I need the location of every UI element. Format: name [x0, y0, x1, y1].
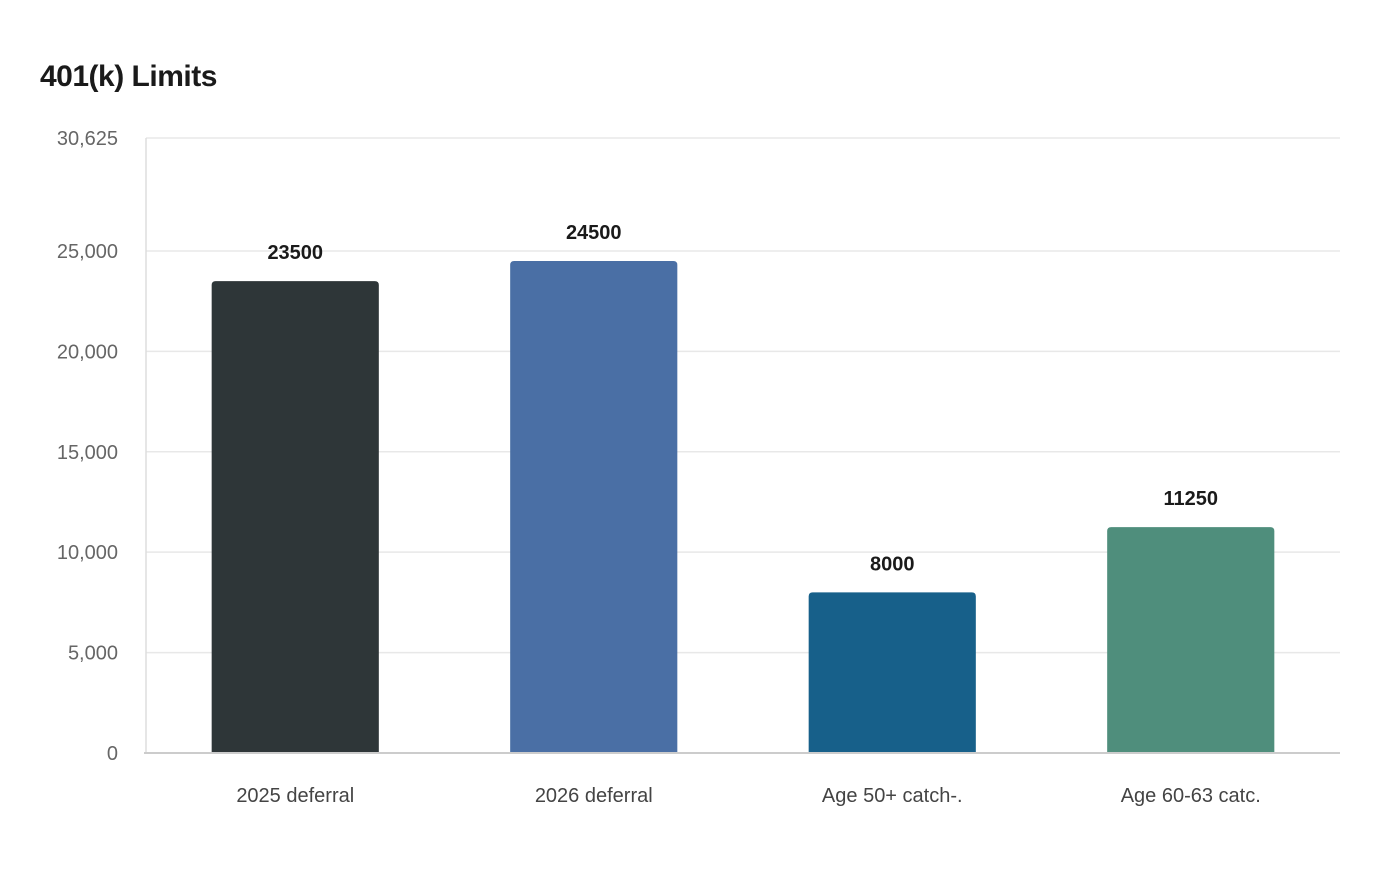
bar	[510, 261, 678, 753]
y-tick-label: 20,000	[57, 341, 118, 363]
data-label: 11250	[1163, 488, 1218, 510]
bar	[211, 281, 379, 753]
y-tick-label: 25,000	[57, 241, 118, 263]
y-tick-label: 0	[107, 743, 118, 765]
y-tick-label: 15,000	[57, 442, 118, 464]
data-label: 23500	[267, 242, 323, 264]
bar	[808, 592, 976, 753]
data-label: 24500	[566, 222, 622, 244]
data-label: 8000	[870, 553, 915, 575]
bar	[1107, 527, 1275, 753]
chart-title: 401(k) Limits	[40, 60, 217, 93]
x-tick-label: Age 60-63 catc.	[1121, 785, 1261, 807]
y-tick-label: 10,000	[57, 542, 118, 564]
x-tick-label: 2025 deferral	[236, 785, 354, 807]
y-tick-label: 30,625	[57, 128, 118, 150]
x-tick-label: Age 50+ catch-.	[822, 785, 963, 807]
x-tick-label: 2026 deferral	[535, 785, 653, 807]
y-tick-label: 5,000	[68, 643, 118, 665]
